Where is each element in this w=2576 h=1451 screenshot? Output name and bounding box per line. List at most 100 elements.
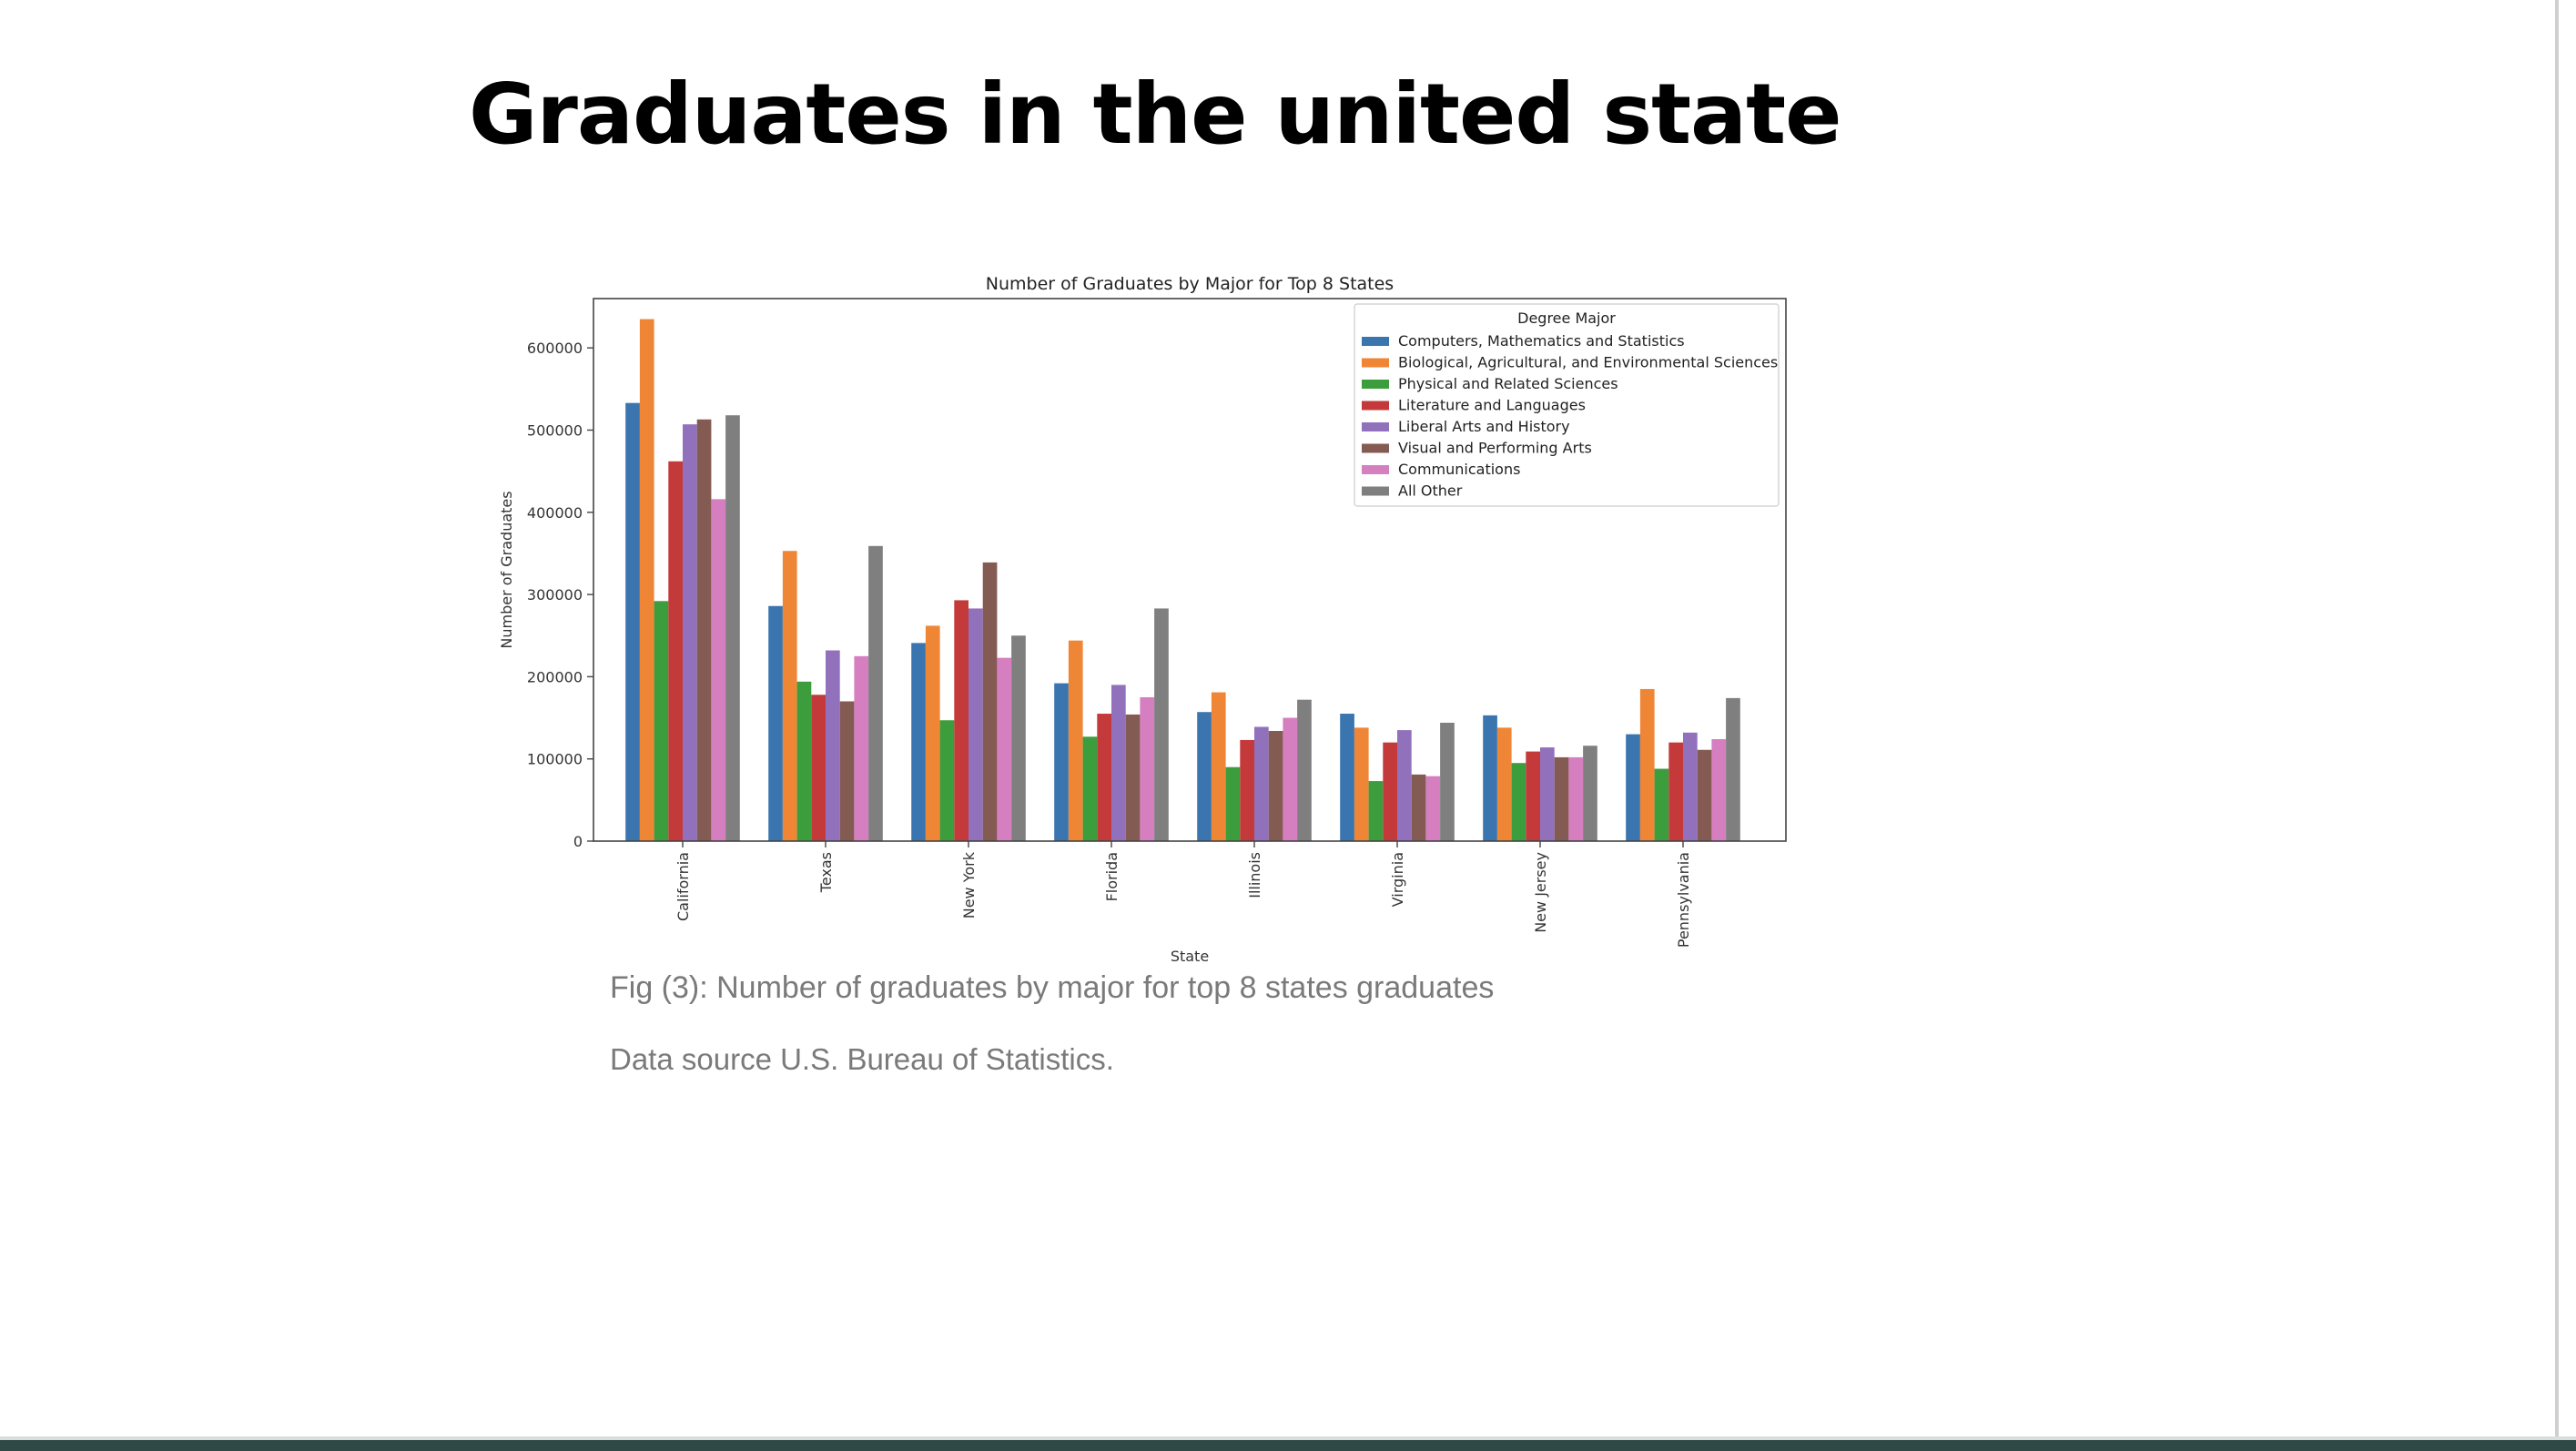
bottom-bar [0,1440,2576,1451]
bar-virginia-series-4 [1397,730,1412,841]
bar-texas-series-2 [796,681,812,841]
legend-label: Liberal Arts and History [1398,418,1570,435]
bar-new-jersey-series-5 [1554,756,1569,841]
bar-illinois-series-0 [1197,712,1212,841]
y-tick-label: 0 [573,833,583,850]
bar-pennsylvania-series-4 [1683,732,1698,841]
figure-caption: Fig (3): Number of graduates by major fo… [610,970,1495,1005]
y-tick-label: 500000 [527,421,583,439]
legend-swatch [1362,380,1389,389]
x-tick-label: California [674,852,692,921]
bar-california-series-6 [711,499,726,841]
bar-florida-series-1 [1068,640,1083,841]
bar-illinois-series-2 [1225,766,1241,841]
legend-label: Visual and Performing Arts [1398,440,1592,457]
x-tick-label: Pennsylvania [1675,852,1692,948]
legend-label: Physical and Related Sciences [1398,375,1618,392]
bar-virginia-series-6 [1425,776,1441,841]
bars-layer [625,319,1740,841]
legend-swatch [1362,422,1389,431]
bar-florida-series-3 [1097,714,1111,841]
bar-florida-series-2 [1082,736,1098,841]
x-axis: California Texas New York Florida Illinois Vi… [674,841,1692,948]
bar-pennsylvania-series-5 [1697,749,1712,841]
legend-swatch [1362,465,1389,474]
x-axis-label: State [1171,948,1209,965]
bar-pennsylvania-series-1 [1639,688,1655,841]
bar-california-series-4 [683,424,697,841]
y-tick-label: 400000 [527,504,583,522]
page-title: Graduates in the united state [469,66,1842,163]
bar-new-york-series-1 [925,625,940,841]
legend: Degree Major Computers, Mathematics and S… [1354,303,1780,507]
bar-new-york-series-6 [997,657,1012,841]
bar-virginia-series-5 [1411,774,1426,841]
data-source-note: Data source U.S. Bureau of Statistics. [610,1042,1114,1076]
bar-illinois-series-5 [1268,730,1283,841]
x-tick-label: New York [960,851,978,918]
bar-new-jersey-series-7 [1583,746,1597,841]
bar-pennsylvania-series-0 [1626,734,1640,841]
bar-california-series-0 [625,402,640,841]
bar-pennsylvania-series-7 [1726,697,1740,841]
legend-label: All Other [1398,482,1463,500]
bar-illinois-series-3 [1240,739,1254,841]
bar-new-jersey-series-6 [1568,756,1584,841]
bar-virginia-series-7 [1440,722,1455,841]
bar-california-series-1 [639,319,654,841]
bar-new-jersey-series-4 [1540,747,1555,841]
bar-texas-series-6 [854,655,869,841]
bar-texas-series-1 [782,551,797,841]
bar-california-series-3 [668,461,683,841]
bar-pennsylvania-series-6 [1711,739,1727,841]
bar-new-york-series-0 [911,643,926,841]
bar-texas-series-5 [839,701,855,841]
bar-florida-series-0 [1054,683,1069,841]
bar-florida-series-7 [1154,608,1169,841]
legend-label: Computers, Mathematics and Statistics [1398,332,1685,350]
legend-swatch [1362,358,1389,368]
bar-florida-series-6 [1140,696,1155,841]
bar-virginia-series-0 [1340,714,1354,841]
legend-label: Literature and Languages [1398,397,1586,414]
legend-box [1354,303,1780,507]
bar-new-york-series-4 [969,608,983,841]
bottom-divider [0,1436,2576,1441]
y-axis: 0 100000 200000 300000 400000 500000 600000 [527,340,593,850]
legend-title: Degree Major [1517,309,1616,327]
legend-swatch [1362,443,1389,453]
legend-label: Communications [1398,461,1520,478]
bar-new-york-series-7 [1011,635,1026,841]
bar-new-jersey-series-3 [1526,751,1540,841]
bar-florida-series-4 [1111,685,1126,841]
bar-new-york-series-5 [982,562,998,841]
legend-swatch [1362,486,1389,496]
bar-texas-series-7 [868,545,883,841]
bar-new-jersey-series-1 [1496,727,1512,841]
y-tick-label: 300000 [527,586,583,604]
bar-texas-series-3 [811,695,826,841]
bar-pennsylvania-series-3 [1668,742,1683,841]
bar-new-jersey-series-2 [1511,763,1526,841]
x-tick-label: Virginia [1389,852,1406,907]
legend-swatch [1362,401,1389,411]
x-tick-label: New Jersey [1532,852,1549,933]
bar-pennsylvania-series-2 [1654,768,1669,841]
x-tick-label: Florida [1103,852,1121,901]
bar-california-series-5 [696,419,712,841]
bar-chart: Number of Graduates by Major for Top 8 S… [498,274,1787,965]
bar-texas-series-0 [768,605,783,841]
bar-new-york-series-3 [954,600,969,841]
chart-title: Number of Graduates by Major for Top 8 S… [986,274,1394,294]
plot-frame [593,298,1787,842]
bar-illinois-series-1 [1211,692,1226,841]
bar-florida-series-5 [1125,714,1141,841]
legend-swatch [1362,337,1389,346]
legend-label: Biological, Agricultural, and Environmen… [1398,354,1778,371]
bar-illinois-series-4 [1254,726,1269,841]
chart-figure: Number of Graduates by Major for Top 8 S… [492,264,1802,974]
y-tick-label: 100000 [527,751,583,768]
y-axis-label: Number of Graduates [498,491,515,648]
bar-new-jersey-series-0 [1483,715,1497,841]
